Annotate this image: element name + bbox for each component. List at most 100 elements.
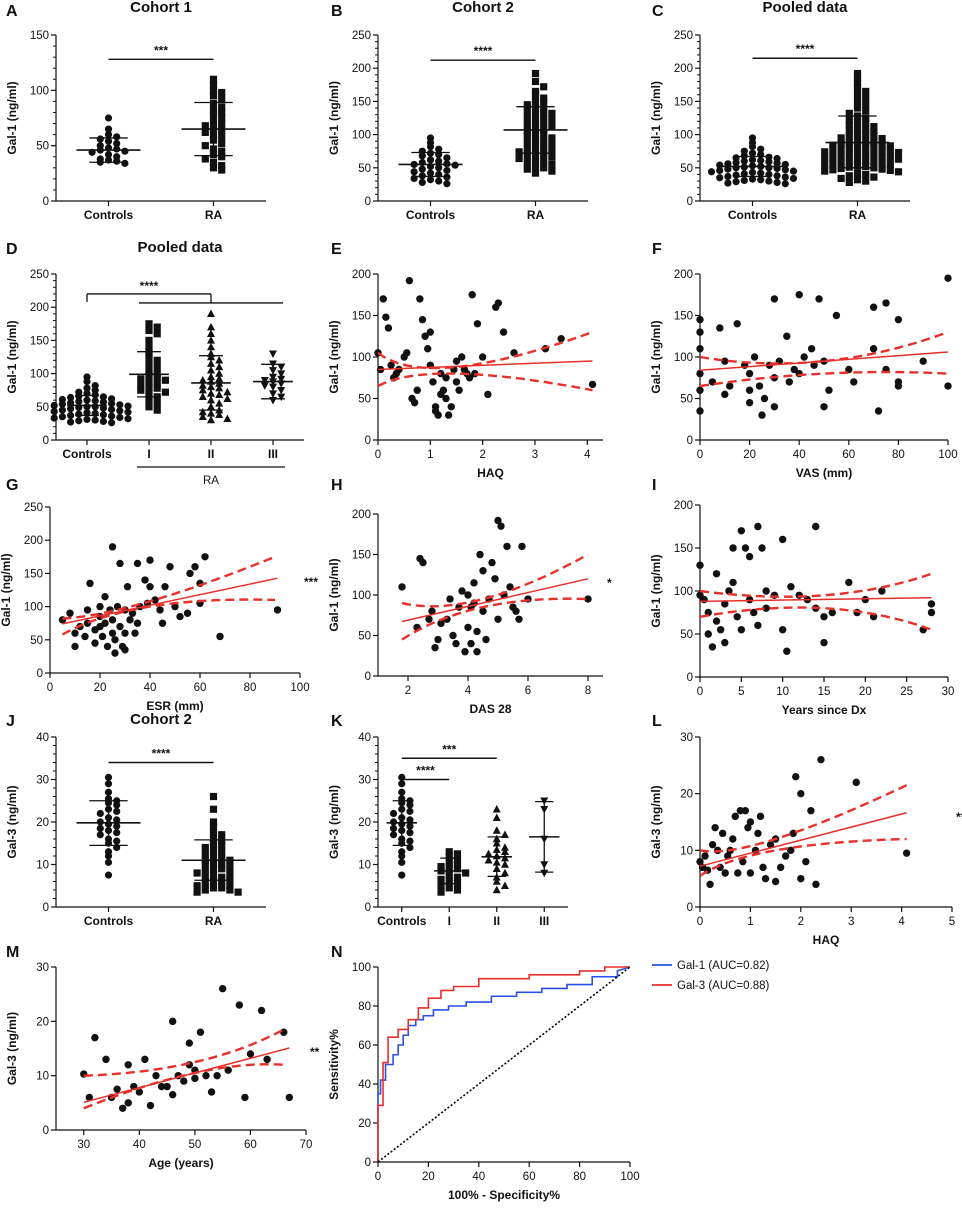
data-point <box>862 125 870 133</box>
x-tick-label: 3 <box>848 916 854 928</box>
data-point <box>458 587 466 595</box>
data-point <box>756 812 765 821</box>
data-point <box>531 77 540 86</box>
x-tick-label: 4 <box>584 449 591 461</box>
data-point <box>740 170 748 178</box>
data-point <box>215 410 224 418</box>
data-point <box>209 818 218 826</box>
data-point <box>711 823 719 832</box>
data-point <box>218 103 226 111</box>
data-point <box>500 830 509 838</box>
data-point <box>58 413 66 421</box>
data-point <box>207 409 215 417</box>
data-point <box>745 552 754 561</box>
significance-stars: **** <box>474 44 493 58</box>
data-point <box>748 175 757 183</box>
data-point <box>111 636 119 644</box>
data-point <box>588 380 597 389</box>
x-tick-label: 10 <box>776 686 789 698</box>
panel-b: B Cohort 2 0 50 100 150 200 250 Gal-1 (ng/ml) Cont… <box>327 0 588 222</box>
y-tick-label: 50 <box>358 394 371 406</box>
data-point <box>121 629 129 637</box>
data-point <box>862 87 870 96</box>
data-point <box>207 309 215 318</box>
y-tick-label: 100 <box>352 352 371 364</box>
data-point <box>108 543 117 551</box>
data-point <box>113 816 121 824</box>
data-point <box>124 415 132 423</box>
data-point <box>437 875 445 883</box>
data-point <box>886 166 894 175</box>
data-point <box>218 877 226 886</box>
data-point <box>870 123 878 131</box>
group-controls-points <box>96 773 121 879</box>
x-tick-label: 2 <box>479 449 485 461</box>
data-point <box>540 131 548 139</box>
data-point <box>453 865 462 873</box>
x-tick-label: 0 <box>47 682 53 694</box>
data-point <box>209 158 218 166</box>
data-point <box>218 153 226 161</box>
x-tick-label: 100 <box>290 682 309 694</box>
data-point <box>781 852 790 860</box>
data-point <box>218 985 227 993</box>
x-tick-label: 2 <box>405 685 411 697</box>
data-point <box>215 399 224 407</box>
data-point <box>168 1017 177 1026</box>
data-point <box>744 823 752 832</box>
data-point <box>853 176 862 184</box>
data-point <box>531 156 540 164</box>
panel-label: H <box>331 477 343 494</box>
data-point <box>447 403 455 411</box>
data-point <box>91 403 99 411</box>
panel-label: E <box>331 241 342 258</box>
y-tick-label: 100 <box>352 590 371 602</box>
x-tick-label: 80 <box>244 682 257 694</box>
panel-label: N <box>331 944 343 961</box>
data-point <box>776 863 785 872</box>
data-point <box>75 417 83 425</box>
data-point <box>500 881 509 889</box>
data-point <box>845 109 853 117</box>
data-point <box>832 311 841 320</box>
data-point <box>837 140 845 148</box>
data-point <box>218 854 226 862</box>
data-point <box>410 398 419 407</box>
data-point <box>499 328 508 336</box>
data-point <box>853 84 862 92</box>
data-point <box>473 627 481 636</box>
data-point <box>716 174 724 182</box>
data-point <box>113 145 121 153</box>
data-point <box>81 632 89 641</box>
y-tick-label: 200 <box>30 302 49 314</box>
data-point <box>853 104 862 112</box>
panel-label: C <box>652 3 664 20</box>
data-point <box>176 612 184 621</box>
confidence-band-lower <box>699 370 949 388</box>
data-point <box>810 361 818 369</box>
data-point <box>862 170 870 179</box>
data-point <box>207 329 215 337</box>
y-tick-label: 200 <box>24 535 43 547</box>
x-tick-label: 30 <box>77 1139 90 1151</box>
data-point <box>99 404 107 412</box>
data-point <box>263 1055 271 1064</box>
data-point <box>58 400 66 408</box>
data-point <box>108 419 116 427</box>
data-point <box>853 97 862 105</box>
data-point <box>789 167 798 175</box>
data-point <box>853 91 862 99</box>
chart-title: Pooled data <box>762 0 848 16</box>
legend: Gal-1 (AUC=0.82) Gal-3 (AUC=0.88) <box>652 960 770 992</box>
data-point <box>215 362 224 371</box>
data-point <box>405 276 414 285</box>
data-point <box>862 94 870 102</box>
data-point <box>845 163 853 171</box>
data-point <box>757 176 765 184</box>
data-point <box>771 877 780 886</box>
data-point <box>161 582 169 591</box>
data-point <box>455 386 463 394</box>
panel-c: C Pooled data 0 50 100 150 200 250 Gal-1 (ng/ml) C… <box>649 0 910 222</box>
panel-a: A Cohort 1 0 50 100 150 Gal-1 (ng/ml) Controls R… <box>5 0 266 222</box>
data-point <box>758 411 766 419</box>
